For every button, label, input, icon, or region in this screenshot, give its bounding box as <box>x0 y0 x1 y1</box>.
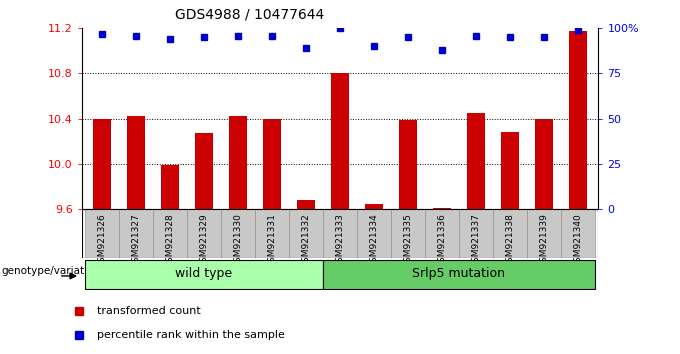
Bar <box>357 209 391 258</box>
Bar <box>493 209 527 258</box>
Bar <box>228 116 248 209</box>
Text: GSM921332: GSM921332 <box>301 213 311 268</box>
Text: percentile rank within the sample: percentile rank within the sample <box>97 330 285 339</box>
Bar <box>221 209 255 258</box>
Text: GSM921339: GSM921339 <box>539 213 549 268</box>
Text: wild type: wild type <box>175 267 233 280</box>
Bar <box>323 260 595 289</box>
Bar <box>194 133 214 209</box>
Bar <box>568 30 588 209</box>
Text: GSM921336: GSM921336 <box>437 213 447 268</box>
Text: GSM921329: GSM921329 <box>199 213 209 268</box>
Text: GSM921334: GSM921334 <box>369 213 379 268</box>
Bar <box>119 209 153 258</box>
Text: GSM921333: GSM921333 <box>335 213 345 268</box>
Bar <box>255 209 289 258</box>
Bar <box>425 209 459 258</box>
Bar <box>153 209 187 258</box>
Bar <box>534 119 554 209</box>
Text: Srlp5 mutation: Srlp5 mutation <box>413 267 505 280</box>
Bar <box>323 209 357 258</box>
Text: GSM921340: GSM921340 <box>573 213 583 268</box>
Text: GSM921326: GSM921326 <box>97 213 107 268</box>
Text: GSM921331: GSM921331 <box>267 213 277 268</box>
Text: GSM921337: GSM921337 <box>471 213 481 268</box>
Text: GSM921338: GSM921338 <box>505 213 515 268</box>
Bar <box>330 74 350 209</box>
Bar <box>296 200 316 209</box>
Bar <box>561 209 595 258</box>
Bar <box>364 204 384 209</box>
Bar <box>466 113 486 209</box>
Bar <box>92 119 112 209</box>
Text: GSM921327: GSM921327 <box>131 213 141 268</box>
Bar <box>289 209 323 258</box>
Bar <box>432 208 452 209</box>
Text: GSM921335: GSM921335 <box>403 213 413 268</box>
Text: transformed count: transformed count <box>97 306 201 316</box>
Bar <box>126 116 146 209</box>
Bar <box>391 209 425 258</box>
Bar <box>187 209 221 258</box>
Text: GSM921330: GSM921330 <box>233 213 243 268</box>
Bar <box>85 209 119 258</box>
Bar <box>262 119 282 209</box>
Bar <box>527 209 561 258</box>
Bar <box>160 165 180 209</box>
Bar <box>459 209 493 258</box>
Text: genotype/variation: genotype/variation <box>1 266 101 276</box>
Text: GSM921328: GSM921328 <box>165 213 175 268</box>
Bar <box>500 132 520 209</box>
Bar <box>85 260 323 289</box>
Bar <box>398 120 418 209</box>
Text: GDS4988 / 10477644: GDS4988 / 10477644 <box>175 7 324 21</box>
